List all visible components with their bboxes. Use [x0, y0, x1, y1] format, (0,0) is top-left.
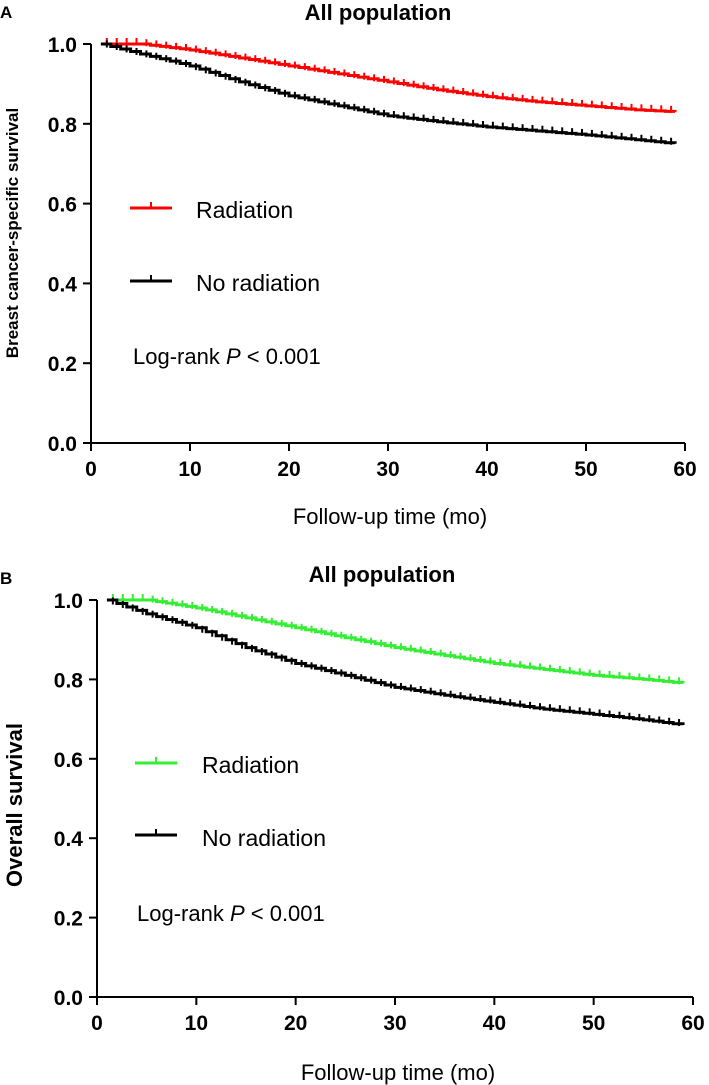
y-tick-label: 0.6: [54, 749, 83, 772]
y-tick-label: 0.0: [48, 433, 77, 456]
y-axis-label: Breast cancer-specific survival: [3, 108, 22, 358]
y-tick-label: 0.4: [48, 273, 78, 296]
x-tick-label: 20: [277, 458, 300, 481]
survival-curve: [106, 598, 685, 684]
chart-title: All population: [305, 0, 452, 25]
y-tick-label: 1.0: [48, 34, 77, 57]
legend-label: Radiation: [196, 197, 293, 223]
y-tick-label: 0.2: [54, 908, 83, 931]
y-tick-label: 0.2: [48, 353, 77, 376]
series-no-radiation: [100, 40, 677, 145]
x-axis-label: Follow-up time (mo): [293, 504, 487, 529]
y-tick-label: 0.4: [54, 828, 84, 851]
logrank-annotation: Log-rank P < 0.001: [137, 901, 325, 926]
x-tick-label: 30: [376, 458, 399, 481]
survival-curve: [100, 42, 677, 113]
y-tick-label: 0.8: [48, 114, 78, 137]
annotation-prefix: Log-rank: [133, 344, 226, 369]
x-axis-label: Follow-up time (mo): [301, 1060, 495, 1085]
x-tick-label: 60: [673, 458, 696, 481]
panel-label: B: [0, 569, 12, 588]
y-tick-label: 0.8: [54, 669, 84, 692]
legend-item-no-radiation: No radiation: [130, 270, 320, 296]
annotation-p: P: [230, 901, 245, 926]
legend-item-radiation: Radiation: [135, 752, 299, 778]
legend-item-radiation: Radiation: [130, 197, 293, 223]
series-radiation: [106, 594, 685, 685]
annotation-suffix: < 0.001: [241, 344, 321, 369]
legend-item-no-radiation: No radiation: [135, 825, 326, 851]
chart-panel-b: B All population 0 10 20 30 40 50 60 0.0 0.2 0.4 0.6…: [0, 562, 705, 1085]
x-tick-label: 0: [91, 1012, 103, 1035]
x-tick-label: 40: [483, 1012, 506, 1035]
panel-label: A: [0, 3, 12, 22]
x-tick-label: 30: [383, 1012, 406, 1035]
series-no-radiation: [106, 597, 685, 727]
annotation-suffix: < 0.001: [245, 901, 325, 926]
x-tick-label: 10: [185, 1012, 208, 1035]
series-radiation: [100, 38, 677, 113]
legend-label: Radiation: [202, 752, 299, 778]
legend-label: No radiation: [196, 270, 320, 296]
chart-panel-a: A All population 0 10 20 30 40 50 60 0.0 0.2 0.4 0.6…: [0, 0, 697, 529]
survival-curve: [100, 42, 677, 145]
survival-curve: [106, 598, 685, 726]
x-tick-label: 10: [178, 458, 201, 481]
y-tick-label: 0.0: [54, 987, 83, 1010]
legend-label: No radiation: [202, 825, 326, 851]
x-tick-label: 50: [582, 1012, 605, 1035]
logrank-annotation: Log-rank P < 0.001: [133, 344, 321, 369]
x-tick-label: 60: [681, 1012, 704, 1035]
x-tick-label: 0: [85, 458, 97, 481]
x-tick-label: 20: [284, 1012, 307, 1035]
x-tick-label: 50: [574, 458, 597, 481]
annotation-prefix: Log-rank: [137, 901, 230, 926]
annotation-p: P: [226, 344, 241, 369]
x-tick-label: 40: [475, 458, 498, 481]
y-tick-label: 0.6: [48, 194, 77, 217]
chart-title: All population: [309, 562, 456, 587]
y-tick-label: 1.0: [54, 590, 83, 613]
y-axis-label: Overall survival: [2, 723, 27, 887]
